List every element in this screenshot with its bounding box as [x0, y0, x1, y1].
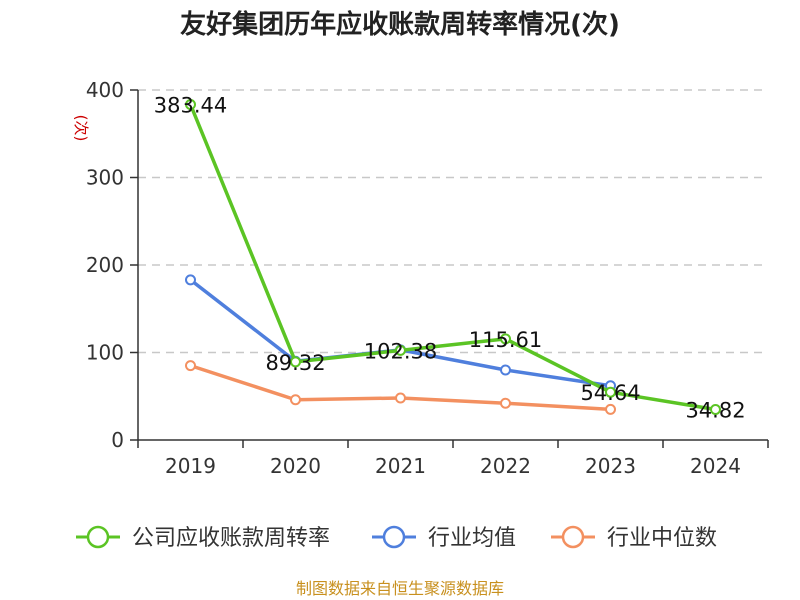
legend-item-2: 行业中位数: [551, 525, 717, 551]
axes: 0 100 200 300 400 2019 2020 2021 2022 2023 2024: [86, 78, 769, 478]
data-label-2022: 115.61: [469, 328, 542, 352]
data-point-2-4: [605, 403, 616, 415]
x-tick-label-2024: 2024: [690, 454, 741, 478]
data-point-0-0: [185, 98, 196, 110]
data-point-2-1: [290, 394, 301, 406]
legend-marker: [382, 525, 406, 549]
legend-marker: [86, 525, 110, 549]
y-axis-label: (次): [72, 115, 90, 142]
data-label-2020: 89.32: [265, 351, 325, 375]
legend: 公司应收账款周转率 行业均值 行业中位数: [76, 525, 717, 551]
series-layer: [185, 98, 721, 416]
y-tick-label: 200: [86, 253, 124, 277]
series-line-1: [189, 278, 611, 388]
data-point-1-3: [500, 364, 511, 376]
data-point-2-2: [395, 392, 406, 404]
series-1: [185, 274, 616, 392]
x-tick-label-2020: 2020: [270, 454, 321, 478]
data-label-2021: 102.38: [364, 339, 437, 363]
y-tick-label: 400: [86, 78, 124, 102]
legend-item-1: 行业均值: [372, 525, 516, 551]
data-label-2023: 54.64: [580, 381, 640, 405]
chart-title: 友好集团历年应收账款周转率情况(次): [180, 9, 620, 40]
series-line-0: [188, 103, 716, 412]
data-point-1-0: [185, 274, 196, 286]
y-tick-label: 300: [86, 166, 124, 190]
data-point-0-3: [500, 333, 511, 345]
x-tick-label-2022: 2022: [480, 454, 531, 478]
data-label-2024: 34.82: [685, 399, 745, 423]
data-point-2-0: [185, 360, 196, 372]
data-point-0-2: [395, 344, 406, 356]
data-point-0-4: [605, 386, 616, 398]
x-tick-label-2021: 2021: [375, 454, 426, 478]
series-0: [185, 98, 721, 416]
grid-lines: [138, 89, 768, 354]
data-point-0-1: [290, 356, 301, 368]
x-tick-label-2019: 2019: [165, 454, 216, 478]
legend-label: 行业均值: [428, 526, 516, 551]
legend-label: 公司应收账款周转率: [132, 526, 330, 551]
series-2: [185, 360, 616, 415]
source-note: 制图数据来自恒生聚源数据库: [296, 579, 504, 598]
legend-item-0: 公司应收账款周转率: [76, 525, 330, 551]
data-labels: 383.44 89.32 102.38 115.61 54.64 34.82: [154, 93, 746, 422]
data-point-0-5: [710, 404, 721, 416]
data-label-2019: 383.44: [154, 93, 227, 117]
y-tick-label: 100: [86, 341, 124, 365]
legend-label: 行业中位数: [607, 526, 717, 551]
x-tick-label-2023: 2023: [585, 454, 636, 478]
data-point-2-3: [500, 397, 511, 409]
legend-marker: [561, 525, 585, 549]
y-tick-label: 0: [111, 428, 124, 452]
